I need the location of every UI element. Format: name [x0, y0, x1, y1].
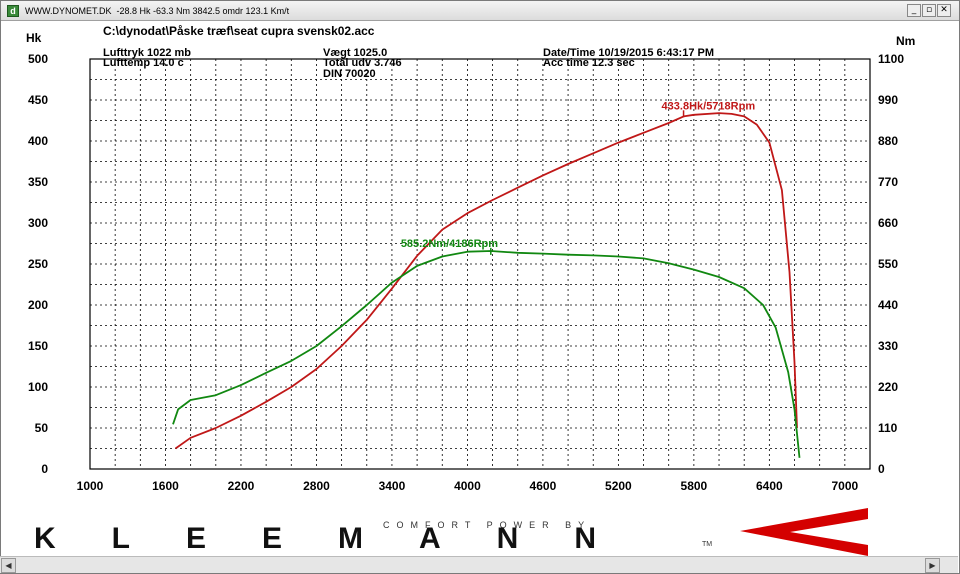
y-left-tick-label: 50 — [35, 421, 49, 435]
y-right-tick-label: 660 — [878, 216, 898, 230]
y-right-tick-label: 1100 — [878, 52, 904, 66]
x-tick-label: 1000 — [77, 479, 104, 493]
y-left-tick-label: 100 — [28, 380, 48, 394]
x-tick-label: 4000 — [454, 479, 481, 493]
x-axis: 1000 1600 2200 2800 3400 4000 4600 5200 5800 6400… — [77, 479, 859, 493]
acc-time-label: Acc time 12.3 sec — [543, 57, 635, 69]
app-icon: d — [7, 4, 19, 17]
lufttemp-label: Lufttemp 14.0 c — [103, 57, 184, 69]
x-tick-label: 2200 — [228, 479, 255, 493]
y-right-tick-label: 440 — [878, 298, 898, 312]
y-left-axis-label: Hk — [26, 31, 42, 45]
y-right-tick-label: 110 — [878, 421, 898, 435]
total-udv-label: Total udv 3.746 — [323, 57, 402, 69]
y-right-axis-label: Nm — [896, 34, 915, 48]
vaegt-label: Vægt 1025.0 — [323, 47, 387, 59]
y-right-tick-label: 220 — [878, 380, 898, 394]
kleemann-logo: KLEEMANN COMFORT POWER BY TM — [34, 508, 868, 556]
x-tick-label: 6400 — [756, 479, 783, 493]
peak-label-hk: 433.8Hk/5718Rpm — [662, 100, 756, 112]
series-group: 433.8Hk/5718Rpm 585.2Nm/4186Rpm — [172, 100, 801, 458]
x-tick-label: 5800 — [681, 479, 708, 493]
x-tick-label: 2800 — [303, 479, 330, 493]
window-title: WWW.DYNOMET.DK -28.8 Hk -63.3 Nm 3842.5 … — [25, 5, 290, 16]
restore-button[interactable]: ▫ — [922, 4, 936, 17]
x-tick-label: 3400 — [379, 479, 406, 493]
x-tick-label: 7000 — [831, 479, 858, 493]
grid — [90, 59, 870, 469]
series-line-hk — [174, 112, 798, 450]
file-path: C:\dynodat\Påske træf\seat cupra svensk0… — [103, 24, 375, 38]
y-right-axis: 0 110 220 330 440 550 660 770 880 990 1100 — [878, 52, 904, 476]
y-left-tick-label: 0 — [41, 462, 48, 476]
horizontal-scrollbar[interactable]: ◀ ▶ — [0, 556, 958, 573]
logo-tm: TM — [702, 541, 712, 548]
y-right-tick-label: 770 — [878, 175, 898, 189]
close-button[interactable]: ✕ — [937, 4, 951, 17]
y-left-tick-label: 500 — [28, 52, 48, 66]
series-line-nm — [172, 250, 801, 458]
scroll-right-button[interactable]: ▶ — [925, 558, 940, 573]
din-label: DIN 70020 — [323, 68, 376, 80]
x-tick-label: 5200 — [605, 479, 632, 493]
lufttryk-label: Lufttryk 1022 mb — [103, 47, 191, 59]
window-controls: _ ▫ ✕ — [907, 4, 951, 17]
y-left-tick-label: 200 — [28, 298, 48, 312]
x-tick-label: 4600 — [530, 479, 557, 493]
scroll-left-button[interactable]: ◀ — [1, 558, 16, 573]
logo-tagline: COMFORT POWER BY — [383, 520, 591, 530]
y-left-axis: 0 50 100 150 200 250 300 350 400 450 500 — [28, 52, 48, 476]
title-bar[interactable]: d WWW.DYNOMET.DK -28.8 Hk -63.3 Nm 3842.… — [1, 1, 959, 21]
logo-chevron-icon — [740, 508, 868, 556]
y-right-tick-label: 550 — [878, 257, 898, 271]
peak-label-nm: 585.2Nm/4186Rpm — [401, 238, 498, 250]
y-right-tick-label: 990 — [878, 93, 898, 107]
y-right-tick-label: 880 — [878, 134, 898, 148]
y-right-tick-label: 330 — [878, 339, 898, 353]
y-right-tick-label: 0 — [878, 462, 885, 476]
y-left-tick-label: 150 — [28, 339, 48, 353]
y-left-tick-label: 400 — [28, 134, 48, 148]
y-left-tick-label: 450 — [28, 93, 48, 107]
y-left-tick-label: 300 — [28, 216, 48, 230]
datetime-label: Date/Time 10/19/2015 6:43:17 PM — [543, 47, 714, 59]
logo-text: KLEEMANN — [34, 522, 652, 555]
y-left-tick-label: 250 — [28, 257, 48, 271]
minimize-button[interactable]: _ — [907, 4, 921, 17]
x-tick-label: 1600 — [152, 479, 179, 493]
plot-frame — [89, 58, 871, 470]
y-left-tick-label: 350 — [28, 175, 48, 189]
